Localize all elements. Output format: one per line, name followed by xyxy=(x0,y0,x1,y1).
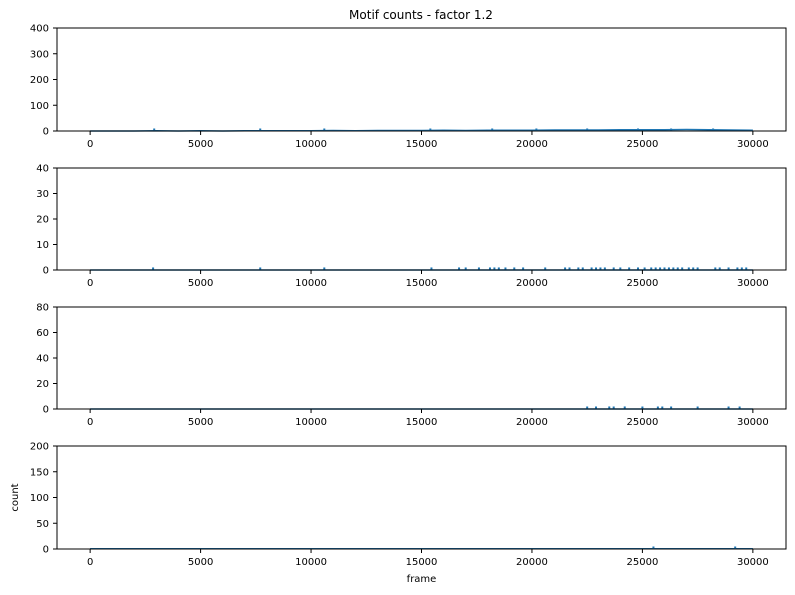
chart-title: Motif counts - factor 1.2 xyxy=(349,8,493,22)
x-tick-label: 0 xyxy=(87,417,93,428)
x-tick-label: 15000 xyxy=(406,278,438,289)
x-tick-label: 5000 xyxy=(188,557,213,568)
x-tick-label: 15000 xyxy=(406,557,438,568)
subplots: 0 5000 10000 15000 20000 25000 300000100200300… xyxy=(10,24,787,585)
y-tick-label: 20 xyxy=(36,379,49,390)
x-tick-label: 10000 xyxy=(295,278,327,289)
y-tick-label: 50 xyxy=(36,519,49,530)
y-tick-label: 300 xyxy=(30,49,49,60)
y-tick-label: 100 xyxy=(30,493,49,504)
x-tick-label: 15000 xyxy=(406,417,438,428)
subplot-2: 0 5000 10000 15000 20000 25000 30000 0 10 20 30 40 xyxy=(36,164,787,289)
x-tick-label: 25000 xyxy=(627,139,659,150)
x-tick-label: 30000 xyxy=(737,557,769,568)
y-tick-label: 0 xyxy=(43,127,49,138)
y-tick-label: 0 xyxy=(43,266,49,277)
y-tick-label: 10 xyxy=(36,240,49,251)
y-tick-label: 400 xyxy=(30,24,49,35)
x-tick-label: 20000 xyxy=(516,417,548,428)
y-tick-label: 200 xyxy=(30,442,49,453)
x-tick-label: 5000 xyxy=(188,278,213,289)
x-tick-label: 30000 xyxy=(737,417,769,428)
x-tick-label: 10000 xyxy=(295,139,327,150)
y-axis-label: count xyxy=(10,483,21,511)
subplot-3: 0 5000 10000 15000 20000 25000 30000 0 20 40 60 80 xyxy=(36,303,787,428)
y-tick-label: 30 xyxy=(36,189,49,200)
x-tick-label: 10000 xyxy=(295,417,327,428)
y-tick-label: 80 xyxy=(36,303,49,314)
x-tick-label: 30000 xyxy=(737,139,769,150)
x-tick-label: 15000 xyxy=(406,139,438,150)
x-tick-label: 5000 xyxy=(188,417,213,428)
x-tick-label: 25000 xyxy=(627,417,659,428)
x-tick-label: 30000 xyxy=(737,278,769,289)
x-tick-label: 0 xyxy=(87,557,93,568)
x-tick-label: 10000 xyxy=(295,557,327,568)
y-tick-label: 40 xyxy=(36,164,49,175)
x-tick-label: 25000 xyxy=(627,278,659,289)
x-tick-label: 0 xyxy=(87,278,93,289)
y-tick-label: 150 xyxy=(30,467,49,478)
y-tick-label: 60 xyxy=(36,328,49,339)
y-tick-label: 200 xyxy=(30,75,49,86)
x-tick-label: 25000 xyxy=(627,557,659,568)
y-tick-label: 0 xyxy=(43,405,49,416)
x-tick-label: 20000 xyxy=(516,139,548,150)
x-tick-label: 0 xyxy=(87,139,93,150)
x-tick-label: 20000 xyxy=(516,557,548,568)
subplot-4: 0 5000 10000 15000 20000 25000 30000 0 50 100 150 2… xyxy=(10,442,787,585)
x-tick-label: 20000 xyxy=(516,278,548,289)
subplot-1: 0 5000 10000 15000 20000 25000 30000 0 100 200 300… xyxy=(30,24,787,150)
y-tick-label: 40 xyxy=(36,354,49,365)
y-tick-label: 20 xyxy=(36,215,49,226)
x-tick-label: 5000 xyxy=(188,139,213,150)
x-axis-label: frame xyxy=(407,574,437,585)
y-tick-label: 100 xyxy=(30,101,49,112)
y-tick-label: 0 xyxy=(43,545,49,556)
